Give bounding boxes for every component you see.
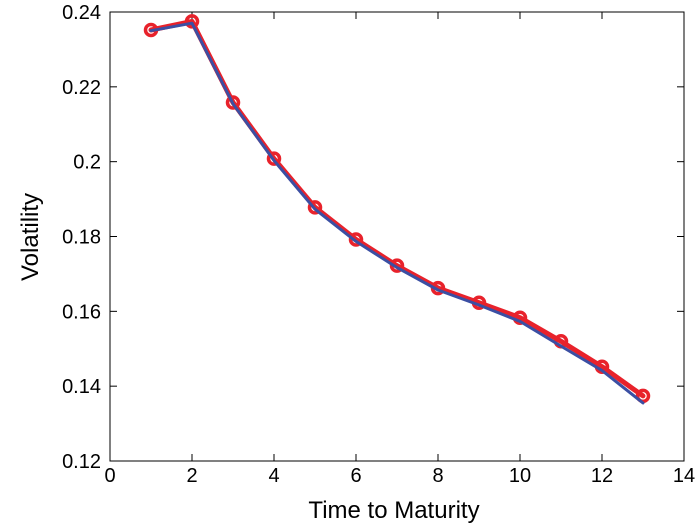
x-tick-label: 2 xyxy=(186,465,197,487)
x-tick-label: 4 xyxy=(268,465,279,487)
plot-area xyxy=(109,11,685,462)
y-tick-label: 0.22 xyxy=(62,77,101,99)
x-tick-label: 6 xyxy=(350,465,361,487)
y-tick-label: 0.14 xyxy=(62,376,101,398)
series-2 xyxy=(149,21,645,405)
y-tick-label: 0.2 xyxy=(73,152,101,174)
y-tick-label: 0.18 xyxy=(62,227,101,249)
series-layer xyxy=(143,14,651,405)
data-point xyxy=(225,95,241,110)
y-axis-label: Volatility xyxy=(17,193,44,281)
y-tick-label: 0.24 xyxy=(62,2,101,24)
series-line xyxy=(149,21,645,405)
x-axis-label: Time to Maturity xyxy=(308,497,479,524)
y-tick-labels: 0.12 0.14 0.16 0.18 0.2 0.22 0.24 xyxy=(62,2,101,473)
x-tick-label: 0 xyxy=(104,465,115,487)
x-tick-labels: 0 2 4 6 8 10 12 14 xyxy=(104,465,695,487)
x-tick-label: 12 xyxy=(591,465,613,487)
data-point xyxy=(184,14,200,29)
x-tick-label: 8 xyxy=(432,465,443,487)
data-point xyxy=(348,232,364,247)
data-point xyxy=(266,151,282,166)
x-tick-label: 10 xyxy=(509,465,531,487)
y-tick-label: 0.16 xyxy=(62,301,101,323)
x-tick-label: 14 xyxy=(673,465,695,487)
axis-ticks xyxy=(109,11,685,462)
y-tick-label: 0.12 xyxy=(62,451,101,473)
data-point xyxy=(307,200,323,215)
